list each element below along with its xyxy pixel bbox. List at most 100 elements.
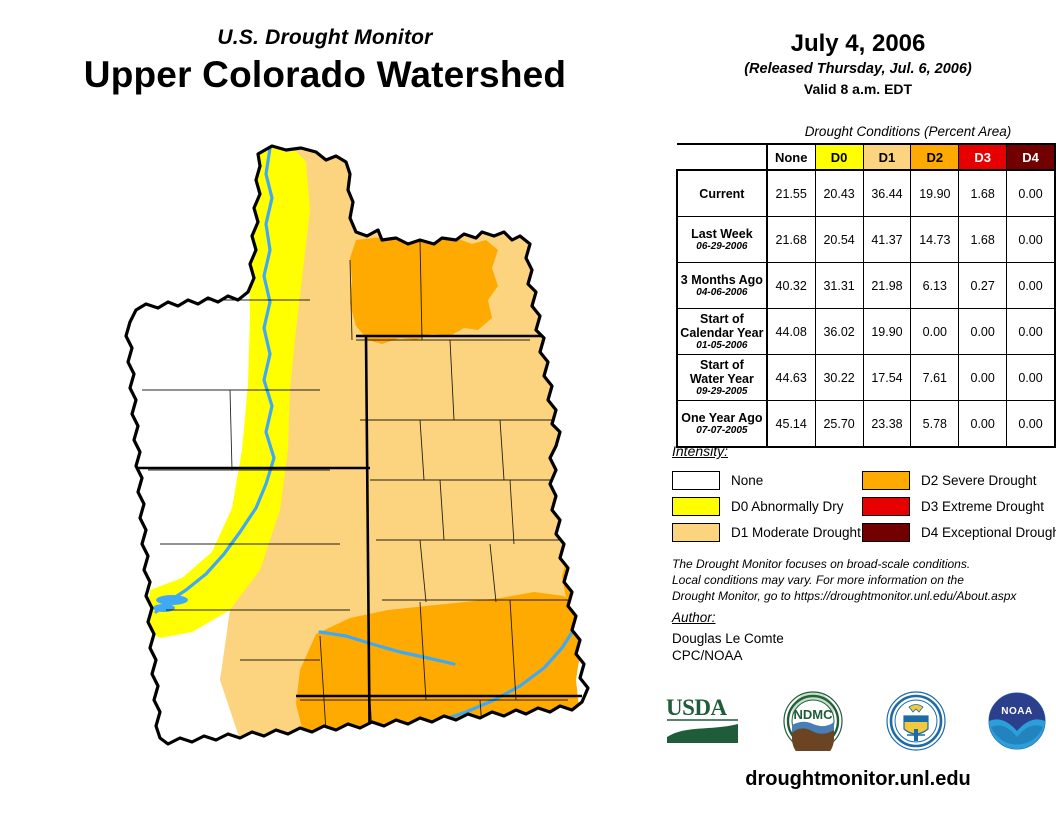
row-date: 06-29-2006 (696, 240, 748, 252)
legend-item: D3 Extreme Drought (862, 493, 1052, 519)
row-date: 07-07-2005 (696, 424, 748, 436)
cell-d2: 5.78 (910, 400, 960, 448)
cell-d2: 6.13 (910, 262, 960, 309)
map-date: July 4, 2006 (790, 30, 926, 57)
cell-none: 45.14 (766, 400, 816, 448)
legend-title: Intensity: (672, 443, 729, 459)
author-block: Author: Douglas Le Comte CPC/NOAA (672, 610, 1052, 663)
table-row: Start of Water Year 09-29-2005 44.63 30.22 17… (676, 354, 1056, 401)
svg-text:NDMC: NDMC (794, 707, 834, 722)
legend-column-left: None D0 Abnormally Dry D1 Moderate Drought (672, 467, 862, 545)
county-boundaries (142, 239, 576, 744)
legend-label: None (731, 472, 764, 488)
watershed-map-svg (124, 144, 590, 746)
legend-label: D0 Abnormally Dry (731, 498, 844, 514)
row-label: 3 Months Ago 04-06-2006 (676, 262, 768, 309)
table-body: Current 21.55 20.43 36.44 19.90 1.68 0.00 Last … (676, 169, 1056, 448)
ndmc-logo: NDMC (781, 690, 845, 760)
cell-none: 21.68 (766, 216, 816, 263)
table-row: 3 Months Ago 04-06-2006 40.32 31.31 21.98 6.1… (676, 262, 1056, 309)
legend-swatch-left-0 (672, 470, 720, 490)
cell-none: 21.55 (766, 169, 816, 217)
cell-d1: 41.37 (862, 216, 912, 263)
author-org: CPC/NOAA (672, 648, 743, 663)
cell-d1: 36.44 (862, 169, 912, 217)
row-label: Last Week 06-29-2006 (676, 216, 768, 263)
cell-d1: 23.38 (862, 400, 912, 448)
cell-d4: 0.00 (1006, 308, 1056, 355)
drought-conditions-table: None D0 D1 D2 D3 D4 Current 21.55 20.43 36.44 19.… (676, 143, 1056, 448)
region-d2-north (350, 236, 498, 344)
table-header-none: None (765, 143, 816, 171)
legend-item: D0 Abnormally Dry (672, 493, 862, 519)
noaa-logo: NOAA (986, 691, 1048, 756)
state-boundaries (134, 334, 582, 744)
cell-d3: 0.27 (958, 262, 1008, 309)
legend-swatch-left-2 (672, 522, 720, 542)
note-line-2: Local conditions may vary. For more info… (672, 573, 964, 588)
cell-d2: 0.00 (910, 308, 960, 355)
legend-label: D2 Severe Drought (921, 472, 1037, 488)
usda-logo: USDA (664, 693, 742, 754)
cell-d2: 19.90 (910, 169, 960, 217)
disclaimer-note: The Drought Monitor focuses on broad-sca… (672, 556, 1052, 605)
row-label: Current (676, 169, 768, 217)
date-block: July 4, 2006 (Released Thursday, Jul. 6,… (660, 30, 1056, 97)
page-subtitle: U.S. Drought Monitor (217, 26, 433, 49)
row-date: 04-06-2006 (696, 286, 748, 298)
agency-logos: USDA NDMC (664, 690, 1048, 760)
note-line-3: Drought Monitor, go to https://droughtmo… (672, 589, 1017, 604)
svg-text:USDA: USDA (666, 695, 728, 720)
map-container (120, 140, 620, 790)
note-line-1: The Drought Monitor focuses on broad-sca… (672, 557, 971, 571)
row-label: Start of Calendar Year 01-05-2006 (676, 308, 768, 355)
table-header-d4: D4 (1006, 143, 1056, 171)
cell-d4: 0.00 (1006, 169, 1056, 217)
watershed-outline (124, 144, 590, 746)
usdc-seal-logo (885, 690, 947, 756)
row-label: Start of Water Year 09-29-2005 (676, 354, 768, 401)
intensity-legend: Intensity: None D0 Abnormally Dry D1 Moder… (672, 443, 1056, 545)
cell-none: 44.63 (766, 354, 816, 401)
table-header-spacer (677, 143, 767, 171)
cell-d0: 20.43 (814, 169, 864, 217)
cell-d3: 1.68 (958, 216, 1008, 263)
svg-text:NOAA: NOAA (1001, 706, 1032, 717)
cell-d2: 7.61 (910, 354, 960, 401)
cell-none: 40.32 (766, 262, 816, 309)
cell-d3: 0.00 (958, 308, 1008, 355)
legend-swatch-right-0 (862, 470, 910, 490)
cell-d3: 1.68 (958, 169, 1008, 217)
table-header-d3: D3 (958, 143, 1008, 171)
cell-d0: 30.22 (814, 354, 864, 401)
cell-d0: 25.70 (814, 400, 864, 448)
page-title: Upper Colorado Watershed (83, 54, 567, 95)
valid-time: Valid 8 a.m. EDT (803, 81, 913, 97)
cell-d0: 20.54 (814, 216, 864, 263)
cell-d0: 31.31 (814, 262, 864, 309)
table-header-row: None D0 D1 D2 D3 D4 (677, 143, 1056, 171)
legend-item: D4 Exceptional Drought (862, 519, 1056, 545)
legend-swatch-right-2 (862, 522, 910, 542)
cell-d4: 0.00 (1006, 262, 1056, 309)
cell-d2: 14.73 (910, 216, 960, 263)
title-block: U.S. Drought Monitor Upper Colorado Wate… (0, 26, 650, 96)
row-date: 09-29-2005 (696, 385, 748, 397)
cell-d1: 21.98 (862, 262, 912, 309)
table-header-d2: D2 (910, 143, 960, 171)
row-label: One Year Ago 07-07-2005 (676, 400, 768, 448)
legend-column-right: D2 Severe Drought D3 Extreme Drought D4 Ex… (862, 467, 1056, 545)
region-d0-west-core (150, 146, 292, 608)
table-row: Last Week 06-29-2006 21.68 20.54 41.37 14.73 1… (676, 216, 1056, 263)
author-title: Author: (672, 610, 716, 625)
cell-d4: 0.00 (1006, 400, 1056, 448)
cell-d4: 0.00 (1006, 354, 1056, 401)
author-name: Douglas Le Comte (672, 631, 784, 646)
cell-d1: 19.90 (862, 308, 912, 355)
legend-label: D1 Moderate Drought (731, 524, 861, 540)
region-d3-west (270, 738, 348, 744)
legend-label: D3 Extreme Drought (921, 498, 1045, 514)
legend-item: D1 Moderate Drought (672, 519, 862, 545)
cell-d3: 0.00 (958, 400, 1008, 448)
row-date: 01-05-2006 (696, 339, 748, 351)
